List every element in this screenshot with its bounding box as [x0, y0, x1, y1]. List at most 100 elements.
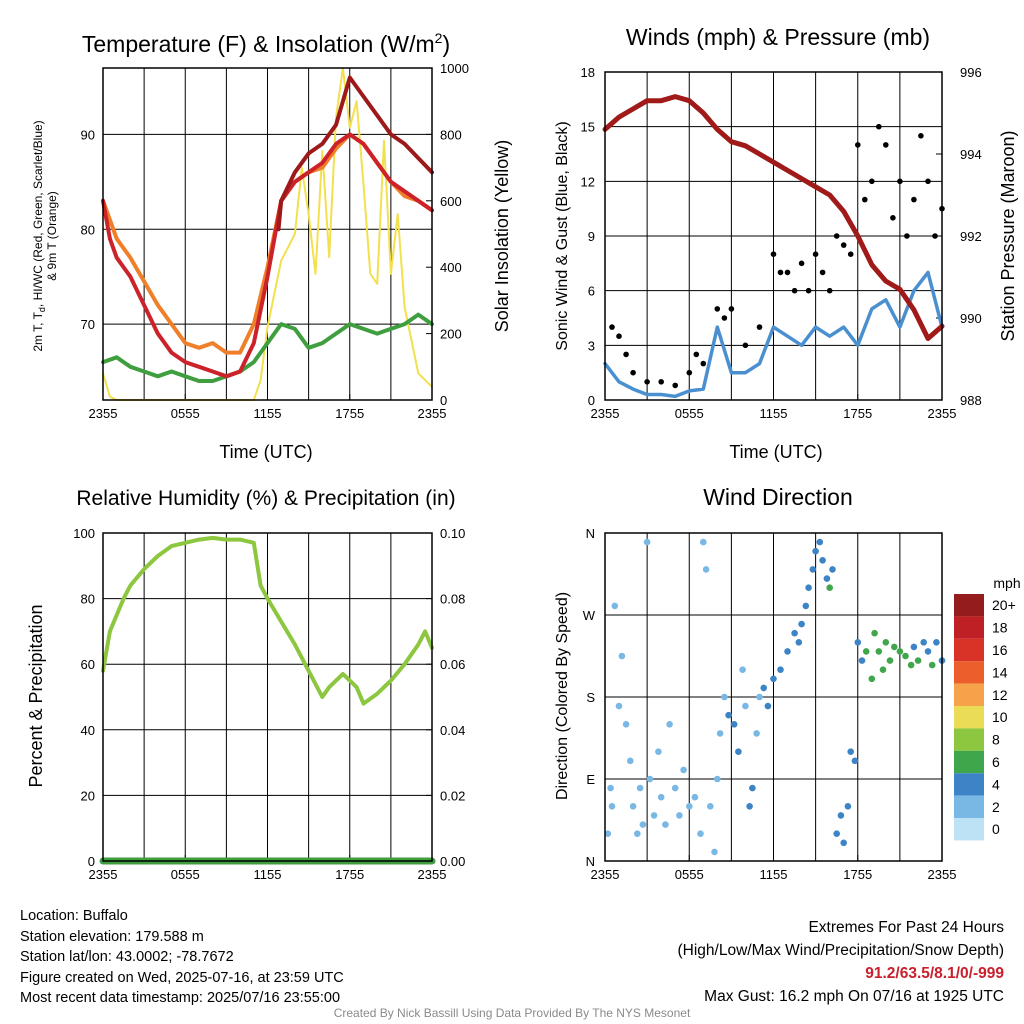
- legend-label: 4: [992, 776, 1000, 792]
- gust-point: [616, 333, 622, 340]
- direction-point: [844, 803, 852, 810]
- credit-line: Created By Nick Bassill Using Data Provi…: [333, 1006, 691, 1020]
- right-tick-label: 0.04: [440, 723, 465, 738]
- direction-point: [604, 830, 612, 837]
- direction-point: [707, 803, 714, 810]
- gust-point: [805, 287, 812, 294]
- legend-label: 18: [992, 620, 1008, 636]
- legend-swatch: [954, 818, 984, 841]
- max-gust-text: Max Gust: 16.2 mph On 07/16 at 1925 UTC: [704, 988, 1004, 1005]
- direction-point: [879, 666, 887, 673]
- direction-point: [622, 721, 630, 728]
- legend-label: 10: [992, 709, 1008, 725]
- legend-swatch: [954, 728, 984, 751]
- x-tick-label: 1155: [760, 406, 788, 421]
- direction-point: [791, 629, 798, 637]
- direction-point: [854, 639, 862, 646]
- y-tick-label: S: [586, 690, 595, 705]
- direction-point: [676, 812, 683, 819]
- direction-point: [650, 812, 658, 819]
- recent-data-text: Most recent data timestamp: 2025/07/16 2…: [20, 990, 341, 1006]
- direction-point: [910, 643, 918, 651]
- x-tick-label: 1755: [335, 867, 364, 882]
- location-text: Location: Buffalo: [20, 908, 128, 924]
- series-line: [101, 132, 434, 379]
- legend-swatch: [954, 616, 984, 639]
- direction-point: [928, 661, 936, 669]
- gust-point: [623, 351, 629, 358]
- direction-point: [924, 648, 932, 655]
- rh-chart: Relative Humidity (%) & Precipitation (i…: [26, 487, 465, 882]
- legend-swatch: [954, 661, 984, 684]
- gust-point: [840, 242, 847, 248]
- temp-y-axis-label: 2m T, Td, HI/WC (Red, Green, Scarlet/Blu…: [31, 120, 47, 351]
- gust-point: [728, 306, 735, 312]
- direction-point: [627, 757, 634, 765]
- series-line: [101, 312, 434, 383]
- y-tick-label: 15: [581, 120, 595, 135]
- direction-point: [657, 793, 665, 801]
- direction-point: [868, 675, 876, 683]
- right-tick-label: 1000: [440, 61, 469, 76]
- right-tick-label: 600: [440, 194, 462, 209]
- temp-plot-area: 2355 0555 1155 1755 2355 70 80 90 0 200 400 600 800 1…: [81, 61, 469, 421]
- extremes-title: Extremes For Past 24 Hours: [808, 919, 1004, 936]
- direction-point: [802, 602, 810, 610]
- gust-point: [812, 251, 819, 257]
- right-tick-label: 200: [440, 327, 462, 342]
- right-tick-label: 990: [960, 311, 982, 326]
- elevation-text: Station elevation: 179.588 m: [20, 928, 204, 945]
- plot-border: [604, 532, 943, 862]
- y-tick-label: 80: [81, 592, 95, 607]
- direction-point: [896, 648, 904, 655]
- legend-swatch: [954, 750, 984, 774]
- direction-point: [823, 575, 831, 582]
- x-tick-label: 2355: [89, 867, 118, 882]
- gust-point: [932, 233, 938, 239]
- legend-label: 2: [992, 799, 1000, 815]
- gust-point: [847, 251, 854, 257]
- rh-chart-title: Relative Humidity (%) & Precipitation (i…: [76, 487, 455, 510]
- y-tick-label: 18: [581, 65, 595, 80]
- gust-point: [686, 369, 693, 376]
- legend-swatch: [954, 773, 984, 796]
- direction-point: [875, 648, 883, 655]
- gust-point: [700, 360, 707, 367]
- x-tick-label: 1755: [843, 406, 872, 421]
- pressure-line: [602, 94, 945, 341]
- direction-point: [636, 784, 644, 792]
- right-tick-label: 0.00: [440, 854, 465, 869]
- direction-point: [742, 702, 749, 710]
- direction-point: [634, 830, 641, 837]
- gust-point: [672, 382, 678, 389]
- legend-label: 20+: [992, 597, 1016, 613]
- direction-point: [739, 666, 746, 673]
- direction-point: [643, 538, 651, 546]
- x-tick-label: 1755: [335, 406, 364, 421]
- temperature-chart: Temperature (F) & Insolation (W/m2) Time…: [31, 30, 512, 462]
- x-tick-label: 1755: [843, 867, 872, 882]
- series-line: [276, 75, 434, 232]
- direction-point: [816, 538, 824, 546]
- y-tick-label: 90: [81, 127, 95, 142]
- direction-point: [829, 566, 836, 573]
- direction-point: [826, 584, 833, 591]
- direction-point: [639, 821, 647, 828]
- gust-point: [777, 269, 784, 276]
- y-tick-label: 100: [73, 526, 95, 541]
- y-tick-label: W: [583, 608, 596, 623]
- direction-point: [680, 766, 687, 774]
- direction-point: [840, 839, 847, 847]
- direction-point: [812, 547, 819, 555]
- extremes-values: 91.2/63.5/8.1/0/-999: [865, 965, 1004, 982]
- x-tick-label: 2355: [418, 867, 447, 882]
- plot-border: [102, 67, 433, 401]
- legend-label: 6: [992, 754, 1000, 770]
- gust-point: [714, 306, 721, 312]
- direction-point: [756, 693, 763, 701]
- direction-point: [725, 711, 732, 719]
- gust-point: [918, 133, 924, 139]
- right-tick-label: 988: [960, 393, 982, 408]
- right-tick-label: 994: [960, 147, 982, 162]
